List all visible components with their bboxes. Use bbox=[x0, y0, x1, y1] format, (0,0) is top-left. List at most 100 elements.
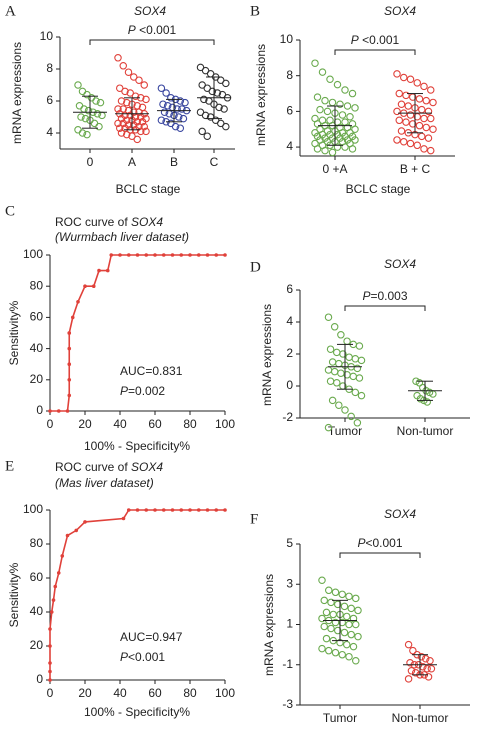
data-point bbox=[178, 105, 186, 113]
y-tick-label: 8 bbox=[46, 61, 53, 75]
data-point bbox=[345, 353, 353, 361]
data-point bbox=[324, 366, 333, 374]
data-point bbox=[137, 127, 145, 136]
data-point bbox=[328, 396, 337, 405]
data-point bbox=[123, 98, 131, 107]
y-tick-label: 8 bbox=[286, 68, 293, 82]
data-point bbox=[342, 640, 351, 649]
roc-point bbox=[170, 253, 175, 257]
data-point bbox=[117, 129, 126, 137]
roc-point bbox=[205, 508, 210, 512]
x-tick-label: C bbox=[210, 155, 219, 169]
x-tick-label: 80 bbox=[183, 686, 197, 700]
chart-title-part: SOX4 bbox=[131, 215, 163, 229]
auc-label: AUC=0.947 bbox=[120, 630, 183, 644]
significance-bracket bbox=[89, 39, 215, 45]
panel-letter: D bbox=[250, 259, 261, 275]
y-tick-label: 2 bbox=[286, 346, 293, 360]
data-point bbox=[126, 89, 135, 97]
data-point bbox=[353, 419, 362, 427]
significance-label-part: P bbox=[128, 23, 136, 37]
data-point bbox=[406, 111, 415, 119]
significance-label-part: <0.001 bbox=[365, 536, 402, 550]
data-point bbox=[422, 123, 430, 132]
data-point bbox=[220, 105, 228, 113]
data-point bbox=[77, 113, 85, 121]
y-tick-label: 6 bbox=[286, 104, 293, 118]
data-point bbox=[413, 141, 421, 150]
data-point bbox=[357, 356, 366, 365]
data-point bbox=[348, 145, 357, 153]
y-tick-label: 60 bbox=[30, 310, 44, 324]
roc-point bbox=[126, 253, 131, 257]
data-point bbox=[351, 125, 359, 133]
data-point bbox=[208, 87, 217, 96]
data-point bbox=[313, 93, 322, 101]
roc-point bbox=[97, 268, 101, 273]
y-axis-label: mRNA expressions bbox=[254, 44, 268, 146]
chart-subtitle: (Mas liver dataset) bbox=[55, 476, 154, 490]
y-tick-label: 5 bbox=[286, 536, 293, 550]
data-point bbox=[117, 97, 126, 105]
data-point bbox=[124, 68, 133, 76]
significance-label: P <0.001 bbox=[128, 23, 177, 37]
data-point bbox=[331, 648, 340, 657]
data-point bbox=[351, 656, 360, 665]
data-point bbox=[336, 100, 344, 108]
data-point bbox=[333, 626, 342, 635]
roc-point bbox=[205, 253, 210, 257]
roc-point bbox=[196, 508, 201, 512]
y-tick-label: 1 bbox=[286, 617, 293, 631]
x-tick-label: Non-tumor bbox=[397, 424, 454, 438]
x-tick-label: 0 +A bbox=[322, 162, 347, 176]
x-axis-label: 100% - Specificity% bbox=[84, 439, 190, 453]
data-point bbox=[160, 108, 169, 116]
roc-point bbox=[135, 508, 140, 512]
data-point bbox=[338, 650, 346, 659]
data-point bbox=[338, 618, 346, 627]
roc-point bbox=[105, 268, 110, 273]
roc-point bbox=[214, 508, 219, 512]
chart-title-part: ROC curve of bbox=[55, 460, 131, 474]
data-point bbox=[327, 598, 335, 607]
data-point bbox=[407, 667, 416, 675]
data-point bbox=[406, 658, 414, 667]
roc-point bbox=[188, 253, 192, 257]
roc-point bbox=[67, 346, 72, 351]
roc-point bbox=[214, 253, 219, 257]
roc-point bbox=[60, 554, 65, 558]
roc-point bbox=[48, 669, 52, 674]
data-point bbox=[117, 114, 126, 123]
y-tick-label: 80 bbox=[30, 278, 44, 292]
data-point bbox=[342, 612, 351, 621]
x-axis-label: BCLC stage bbox=[116, 182, 181, 196]
data-point bbox=[347, 630, 355, 639]
roc-point bbox=[144, 508, 149, 512]
data-point bbox=[328, 98, 337, 107]
data-point bbox=[351, 594, 360, 603]
data-point bbox=[335, 359, 343, 368]
data-point bbox=[345, 652, 353, 661]
auc-label: AUC=0.831 bbox=[120, 364, 183, 378]
data-point bbox=[138, 118, 147, 126]
y-tick-label: 0 bbox=[286, 378, 293, 392]
data-point bbox=[142, 95, 150, 104]
data-point bbox=[404, 640, 413, 649]
roc-point bbox=[153, 508, 157, 512]
data-point bbox=[409, 646, 417, 655]
data-point bbox=[397, 100, 406, 108]
data-point bbox=[324, 313, 333, 321]
data-point bbox=[417, 652, 426, 661]
chart-title: ROC curve of SOX4 bbox=[55, 215, 163, 229]
data-point bbox=[355, 374, 364, 382]
data-point bbox=[354, 606, 362, 615]
data-point bbox=[174, 113, 183, 121]
significance-bracket bbox=[344, 305, 426, 311]
data-point bbox=[83, 130, 91, 139]
y-tick-label: -2 bbox=[282, 410, 293, 424]
data-point bbox=[130, 73, 138, 81]
roc-point bbox=[51, 598, 56, 602]
data-point bbox=[215, 103, 223, 112]
data-point bbox=[408, 120, 417, 128]
